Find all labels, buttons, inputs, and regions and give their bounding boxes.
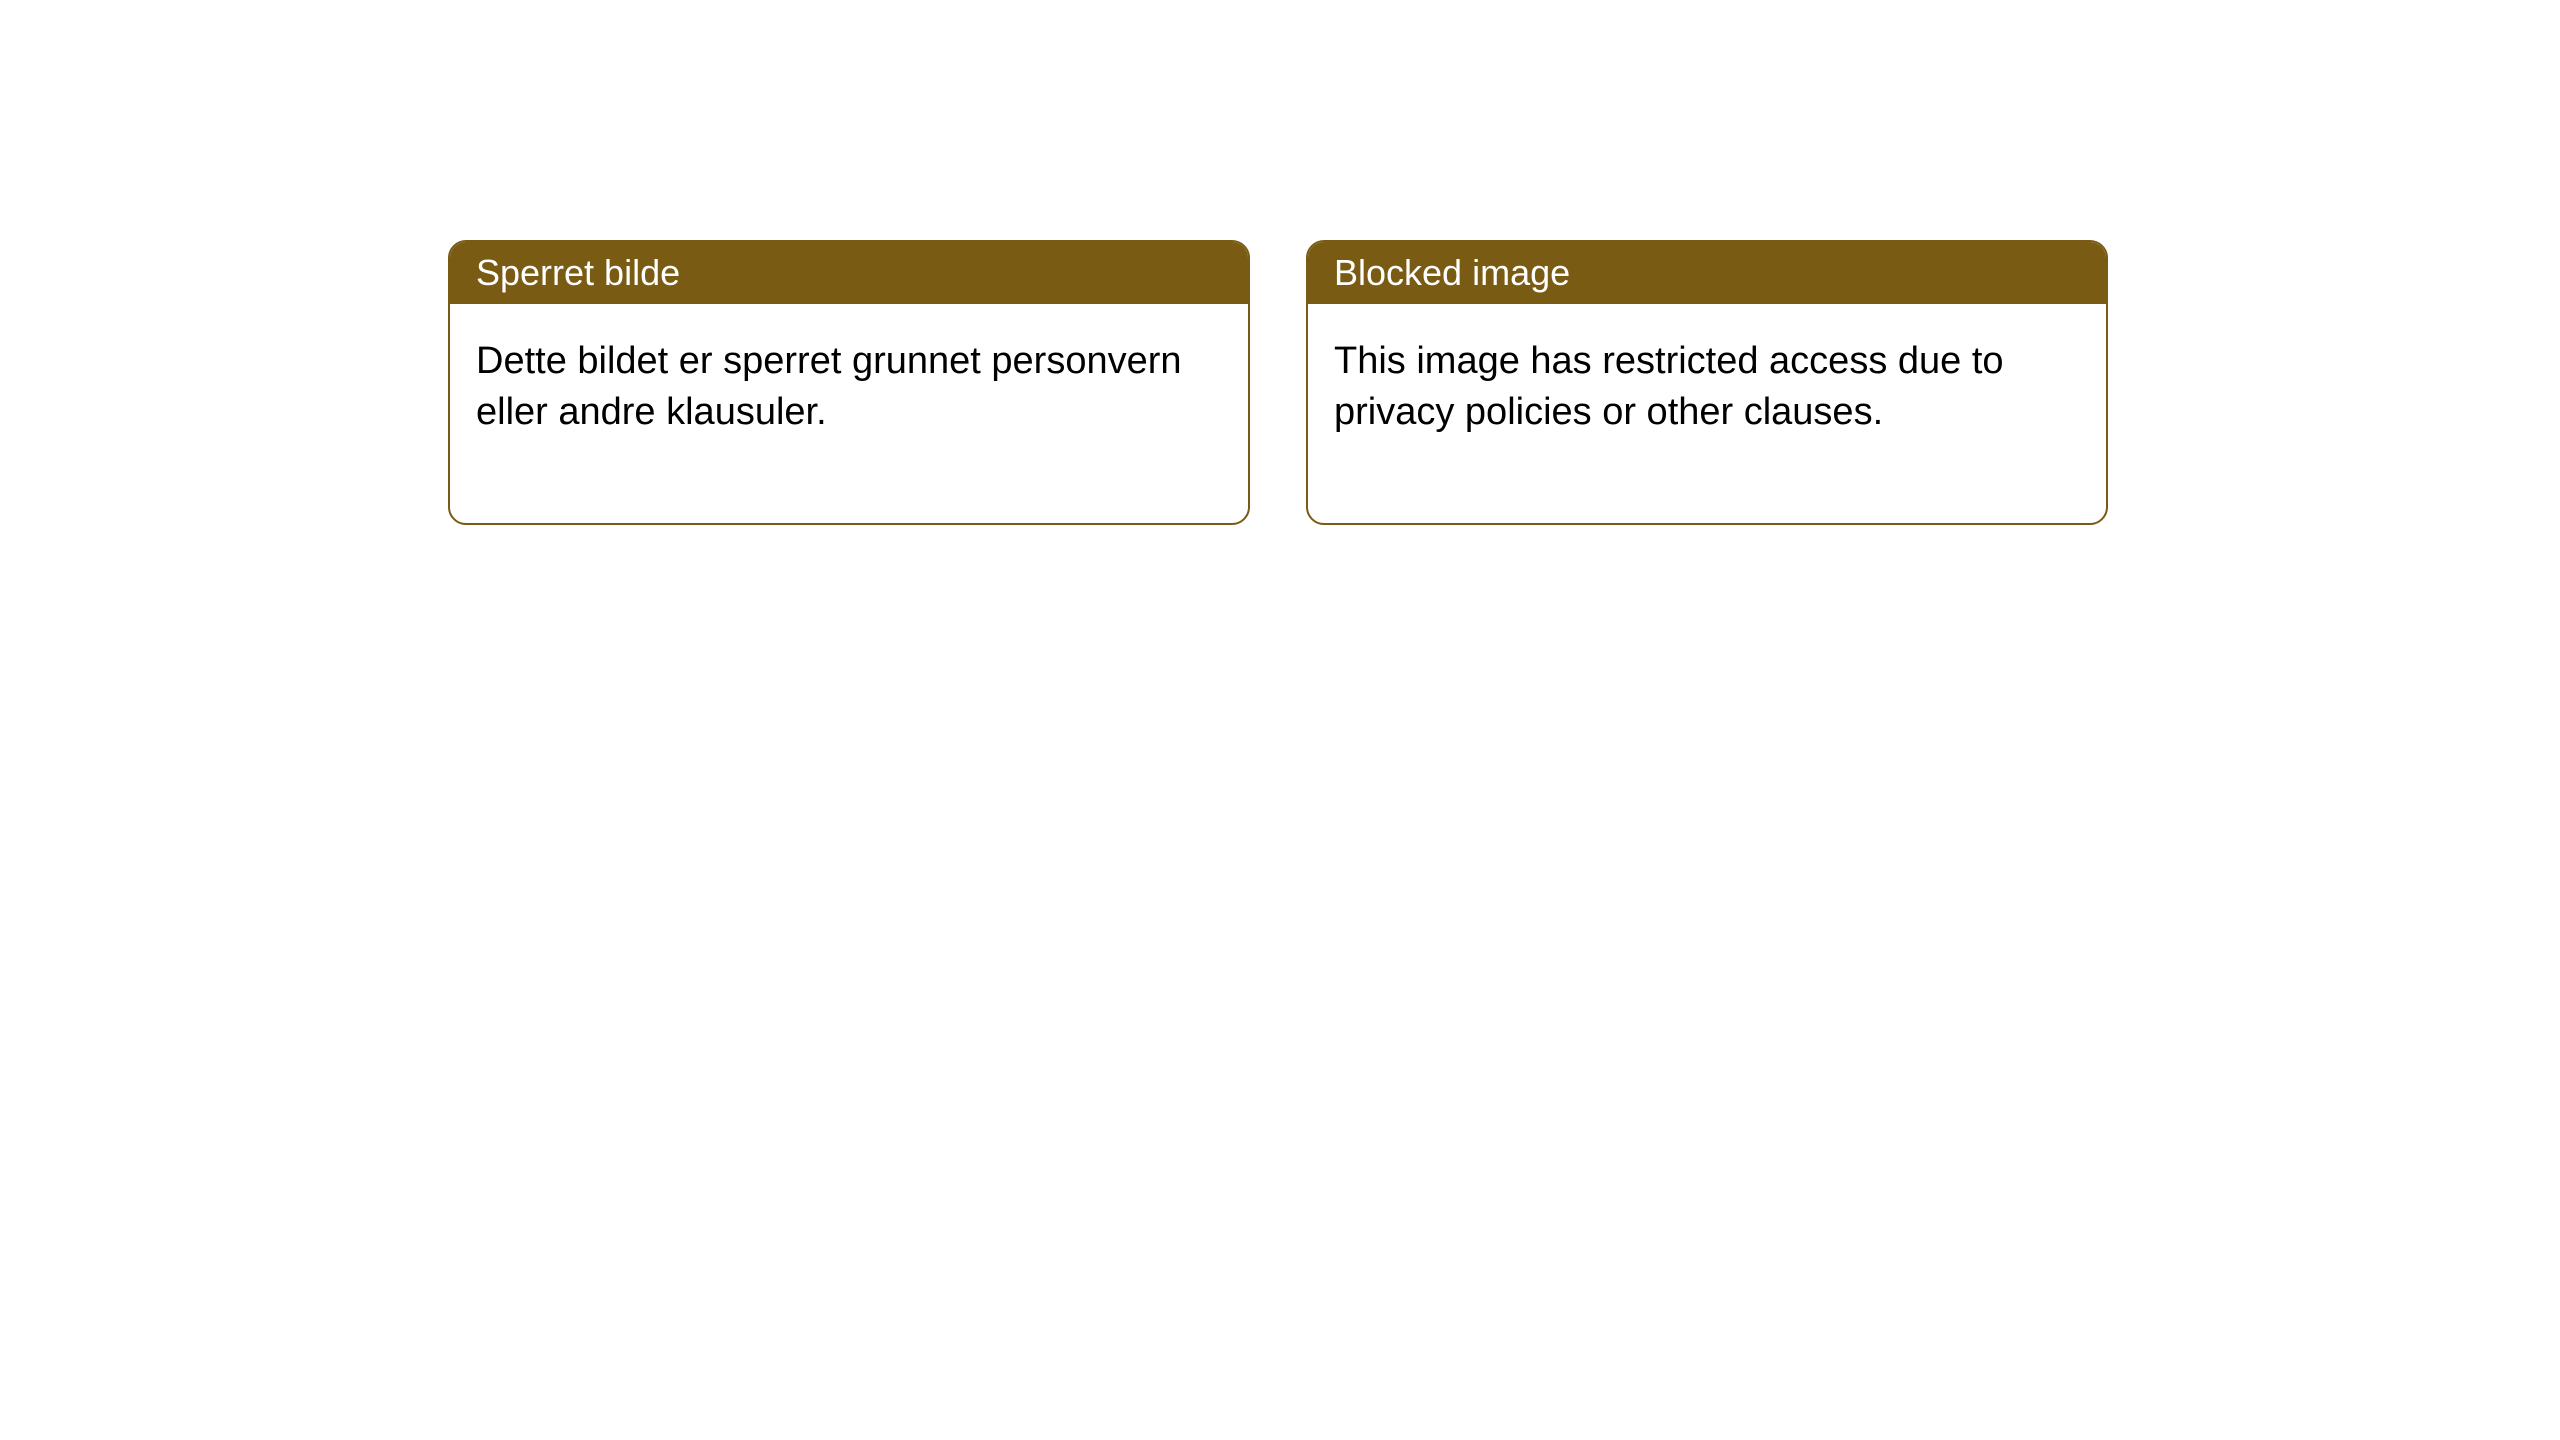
card-header: Sperret bilde — [450, 242, 1248, 304]
card-body: This image has restricted access due to … — [1308, 304, 2106, 523]
blocked-image-card-no: Sperret bilde Dette bildet er sperret gr… — [448, 240, 1250, 525]
card-header: Blocked image — [1308, 242, 2106, 304]
card-body: Dette bildet er sperret grunnet personve… — [450, 304, 1248, 523]
card-body-text: This image has restricted access due to … — [1334, 340, 2004, 433]
card-title: Sperret bilde — [476, 252, 680, 293]
card-container: Sperret bilde Dette bildet er sperret gr… — [448, 240, 2108, 525]
card-title: Blocked image — [1334, 252, 1570, 293]
card-body-text: Dette bildet er sperret grunnet personve… — [476, 340, 1182, 433]
blocked-image-card-en: Blocked image This image has restricted … — [1306, 240, 2108, 525]
